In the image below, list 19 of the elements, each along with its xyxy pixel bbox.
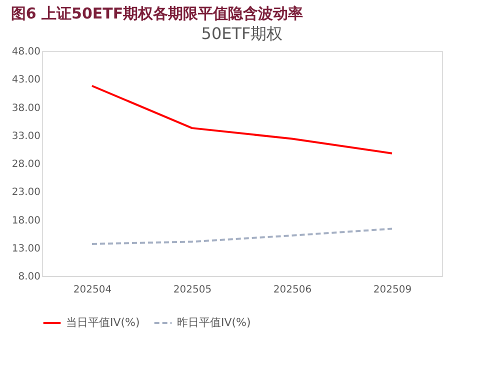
chart-subtitle: 50ETF期权	[201, 24, 283, 43]
legend-label: 昨日平值IV(%)	[177, 316, 251, 329]
y-tick-label: 18.00	[12, 215, 40, 226]
y-tick-label: 38.00	[12, 102, 40, 114]
legend-label: 当日平值IV(%)	[66, 316, 140, 329]
y-tick-label: 23.00	[12, 187, 40, 198]
x-tick-label: 202506	[273, 284, 312, 296]
y-tick-label: 8.00	[18, 272, 40, 282]
y-tick-label: 28.00	[12, 159, 40, 170]
y-tick-label: 48.00	[12, 46, 40, 58]
y-tick-label: 43.00	[12, 74, 40, 86]
x-tick-label: 202509	[373, 284, 412, 296]
x-tick-label: 202504	[73, 284, 112, 296]
line-series	[91, 228, 393, 245]
y-tick-label: 33.00	[12, 130, 40, 142]
line-series	[91, 84, 393, 154]
chart-title: 图6 上证50ETF期权各期限平值隐含波动率	[10, 4, 304, 22]
y-tick-label: 13.00	[12, 243, 40, 254]
x-tick-label: 202505	[173, 284, 212, 296]
